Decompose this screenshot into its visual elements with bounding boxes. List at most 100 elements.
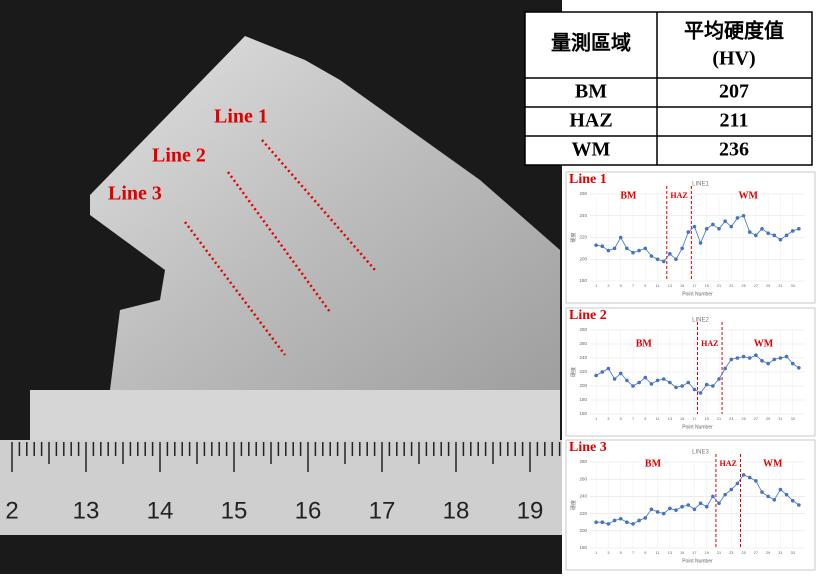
data-point	[643, 516, 647, 520]
y-tick-label: 240	[579, 494, 587, 499]
data-point	[656, 510, 660, 514]
data-point	[791, 229, 795, 233]
y-tick-label: 280	[579, 459, 587, 464]
region-label: WM	[763, 458, 783, 469]
data-point	[742, 473, 746, 477]
x-tick-label: 13	[668, 417, 672, 421]
data-point	[742, 214, 746, 218]
region-label: BM	[636, 338, 653, 349]
y-axis-label: 硬度	[570, 232, 577, 242]
data-point	[717, 501, 721, 505]
region-label: BM	[620, 190, 637, 201]
data-point	[736, 356, 740, 360]
data-point	[594, 520, 598, 524]
data-point	[705, 383, 709, 387]
chart-label: Line 1	[569, 172, 607, 187]
data-point	[619, 517, 623, 521]
y-tick-label: 260	[579, 341, 587, 346]
data-point	[656, 257, 660, 261]
y-tick-label: 160	[579, 411, 587, 416]
data-point	[736, 482, 740, 486]
x-tick-label: 17	[692, 417, 696, 421]
data-point	[594, 243, 598, 247]
x-tick-label: 25	[741, 551, 745, 555]
x-tick-label: 11	[656, 284, 660, 288]
data-point	[625, 247, 629, 251]
chart-label: Line 2	[569, 308, 607, 323]
y-tick-label: 260	[579, 191, 587, 196]
x-tick-label: 13	[668, 284, 672, 288]
x-tick-label: 17	[692, 551, 696, 555]
chart-title: LINE2	[692, 318, 709, 324]
region-label: WM	[738, 190, 758, 201]
hardness-table: 量測區域 平均硬度值 (HV) BM 207 HAZ 211 WM 236	[525, 12, 812, 165]
data-point	[711, 495, 715, 499]
data-point	[742, 355, 746, 359]
data-point	[699, 241, 703, 245]
base-plate	[30, 390, 560, 440]
data-point	[791, 362, 795, 366]
x-tick-label: 25	[741, 284, 745, 288]
x-tick-label: 27	[754, 417, 758, 421]
data-point	[779, 488, 783, 492]
data-point	[650, 508, 654, 512]
x-axis-label: Point Number	[682, 424, 713, 430]
x-tick-label: 21	[717, 417, 721, 421]
data-point	[662, 260, 666, 264]
x-tick-label: 7	[632, 551, 634, 555]
ruler-number: 2	[5, 497, 18, 524]
x-tick-label: 9	[644, 284, 646, 288]
y-tick-label: 220	[579, 235, 587, 240]
data-point	[729, 358, 733, 362]
x-tick-label: 5	[620, 284, 622, 288]
y-tick-label: 280	[579, 327, 587, 332]
data-point	[705, 505, 709, 509]
line-label: Line 3	[108, 183, 162, 205]
x-tick-label: 1	[595, 284, 597, 288]
table-header: 平均硬度值	[684, 19, 784, 43]
x-tick-label: 5	[620, 551, 622, 555]
data-point	[668, 252, 672, 256]
data-point	[766, 495, 770, 499]
data-point	[693, 225, 697, 229]
region-label: HAZ	[670, 191, 687, 200]
data-point	[711, 223, 715, 227]
data-point	[662, 512, 666, 516]
chart-title: LINE3	[692, 450, 709, 456]
data-point	[668, 381, 672, 385]
data-point	[760, 490, 764, 494]
x-tick-label: 9	[644, 417, 646, 421]
data-point	[637, 249, 641, 253]
data-point	[693, 388, 697, 392]
data-point	[686, 230, 690, 234]
x-tick-label: 7	[632, 284, 634, 288]
x-tick-label: 17	[692, 284, 696, 288]
data-point	[766, 231, 770, 235]
data-point	[723, 493, 727, 497]
data-point	[699, 391, 703, 395]
y-axis-label: 硬度	[570, 367, 577, 377]
table-cell: 211	[720, 110, 749, 132]
chart-title: LINE1	[692, 182, 709, 188]
region-label: BM	[645, 458, 662, 469]
data-point	[680, 384, 684, 388]
data-point	[797, 227, 801, 231]
data-point	[785, 493, 789, 497]
ruler-number: 19	[517, 497, 544, 524]
data-point	[613, 519, 617, 523]
x-tick-label: 1	[595, 551, 597, 555]
data-point	[772, 234, 776, 238]
data-point	[637, 519, 641, 523]
data-point	[717, 377, 721, 381]
x-tick-label: 3	[607, 551, 609, 555]
x-tick-label: 33	[791, 551, 795, 555]
data-point	[594, 374, 598, 378]
x-tick-label: 9	[644, 551, 646, 555]
x-tick-label: 3	[607, 417, 609, 421]
data-point	[650, 382, 654, 386]
y-tick-label: 220	[579, 369, 587, 374]
table-cell: 207	[719, 81, 749, 103]
x-tick-label: 31	[778, 551, 782, 555]
